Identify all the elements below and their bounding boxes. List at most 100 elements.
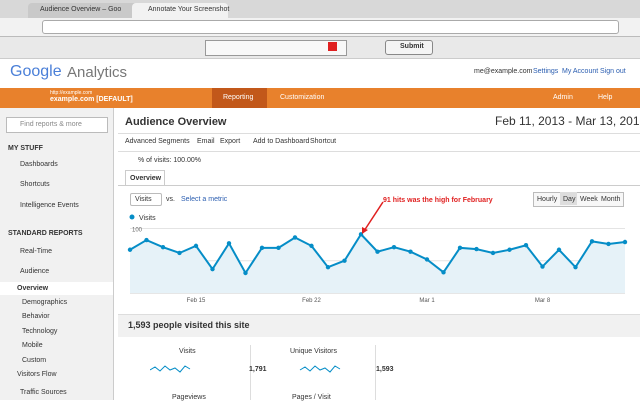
divider [250,345,251,400]
area [130,234,625,293]
submit-label[interactable]: Submit [400,43,424,50]
logo-product[interactable]: Analytics [67,64,128,81]
logo[interactable]: Google [10,63,62,80]
granularity-button[interactable]: Week [580,196,598,203]
legend-label: Visits [139,215,156,222]
metric-name: Unique Visitors [290,348,337,355]
point [144,237,149,243]
nav-link[interactable]: Dashboards [20,161,58,168]
toolbar-item[interactable]: Shortcut [310,138,337,145]
nav-link[interactable]: Demographics [22,299,68,306]
granularity-button[interactable]: Hourly [537,196,558,203]
nav-link[interactable]: Behavior [22,313,50,320]
point [556,247,562,252]
legend-marker [129,214,135,220]
search-box[interactable] [6,117,108,133]
metric-label[interactable]: Visits [135,196,152,203]
point [573,264,578,270]
nav-link[interactable]: Shortcuts [20,181,50,188]
metric-select[interactable] [130,193,162,206]
annotation-arrow [363,201,384,232]
point [309,243,314,249]
toolbar-item[interactable]: Email [197,138,215,145]
metric-value: 1,791 [249,366,267,373]
point [540,264,545,269]
nav-bar [0,88,640,108]
link[interactable]: My Account [562,68,599,75]
sparkline [150,365,191,373]
metric-name: Pageviews [172,394,206,401]
nav-link[interactable]: Overview [17,285,49,292]
date-range[interactable]: Feb 11, 2013 - Mar 13, 2013 [495,114,640,128]
point [210,266,215,272]
point [177,250,182,256]
point [606,241,611,247]
point [342,258,347,263]
account-name[interactable]: example.com [DEFAULT] [50,96,133,103]
link[interactable]: Settings [533,68,559,75]
granularity-active [560,192,577,205]
nav-active[interactable] [212,88,267,108]
section-heading: STANDARD REPORTS [8,230,83,237]
point [424,257,430,262]
arrow-head [362,227,368,234]
point [457,245,463,251]
nav-item[interactable]: Customization [280,94,325,101]
link[interactable]: Sign out [600,68,626,75]
point [490,250,496,256]
toolbar-item[interactable]: Advanced Segments [125,138,190,145]
report-toolbar [118,133,640,152]
tab-label[interactable]: Overview [130,175,162,182]
nav-link[interactable]: Technology [22,328,58,335]
tab-title[interactable]: Annotate Your Screenshot [148,6,230,13]
nav-link[interactable]: Audience [20,268,50,275]
tab-active[interactable] [132,3,228,18]
account-url[interactable]: http://example.com [50,90,93,96]
point [243,270,248,276]
select-metric[interactable]: Select a metric [181,196,228,203]
annotation: 91 hits was the high for February [383,197,493,204]
nav-link[interactable]: Intelligence Events [20,202,79,209]
toolbar-item[interactable]: Add to Dashboard [253,138,310,145]
granularity-button[interactable]: Day [563,196,576,203]
email: me@example.com [474,68,533,75]
point [474,246,479,252]
color-swatch[interactable] [328,42,337,51]
point [193,243,199,249]
metric-name: Pages / Visit [292,394,331,401]
point [507,247,512,252]
granularity-button[interactable]: Month [601,196,621,203]
divider [375,345,376,400]
divider [118,185,640,186]
nav-item[interactable]: Reporting [223,94,254,101]
address-bar[interactable] [42,20,619,34]
point [375,249,380,254]
point [292,235,298,240]
x-tick-label: Mar 8 [535,298,551,304]
tab-title[interactable]: Audience Overview – Goo [40,6,122,13]
nav-item[interactable]: Help [598,94,613,101]
point [441,270,446,275]
submit-button[interactable] [385,40,433,55]
point [127,247,133,252]
annotate-tools[interactable] [205,40,347,56]
y-tick-label: 100 [132,227,143,233]
nav-item[interactable]: Admin [553,94,573,101]
nav-link[interactable]: Visitors Flow [17,371,57,378]
tab[interactable] [125,170,165,186]
point [523,243,529,248]
section-heading: MY STUFF [8,145,43,152]
point [589,239,595,244]
point [622,239,628,245]
summary: 1,593 people visited this site [128,320,250,330]
nav-link[interactable]: Real-Time [20,248,53,255]
nav-link[interactable]: Custom [22,357,47,364]
metric-value: 1,593 [376,366,394,373]
toolbar-item[interactable]: Export [220,138,241,145]
search-placeholder[interactable]: Find reports & more [20,121,82,128]
nav-link[interactable]: Traffic Sources [20,389,67,396]
x-tick-label: Mar 1 [419,298,435,304]
point [408,249,413,254]
nav-link[interactable]: Mobile [22,342,43,349]
